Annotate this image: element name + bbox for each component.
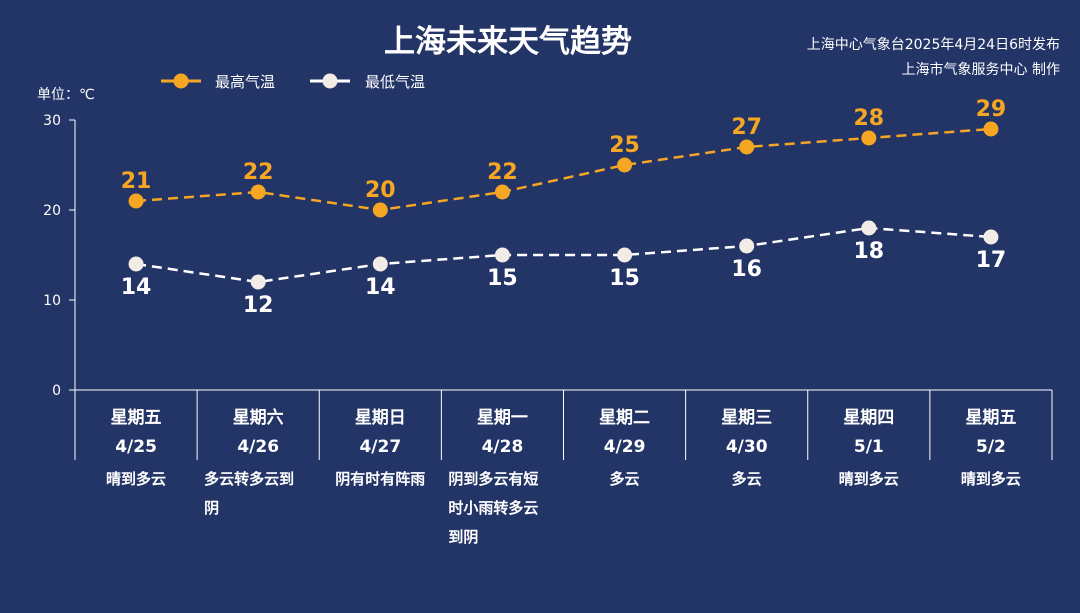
category-weather-label: 时小雨转多云 [448, 499, 538, 517]
publisher-line-1: 上海中心气象台2025年4月24日6时发布 [807, 37, 1060, 53]
chart-title: 上海未来天气趋势 [384, 24, 632, 60]
publisher-line-2: 上海市气象服务中心 制作 [902, 61, 1060, 78]
data-label-high: 21 [121, 169, 152, 194]
y-tick-label: 0 [52, 383, 61, 399]
data-label-high: 25 [609, 133, 640, 158]
legend-low-label: 最低气温 [365, 73, 425, 91]
category-weekday-label: 星期日 [355, 408, 406, 428]
series-markers [128, 121, 999, 290]
series-marker-low [861, 220, 877, 236]
series-marker-low [494, 247, 510, 263]
data-label-high: 29 [976, 97, 1007, 122]
y-tick-label: 30 [43, 113, 61, 129]
category-date-label: 4/29 [604, 437, 646, 457]
series-marker-low [128, 256, 144, 272]
data-label-low: 14 [365, 275, 396, 300]
data-label-low: 16 [731, 257, 762, 282]
y-tick-label: 20 [43, 203, 61, 219]
category-weather-label: 多云转多云到 [204, 470, 294, 488]
category-date-label: 5/1 [854, 437, 884, 457]
category-weather-label: 多云 [610, 470, 640, 488]
data-labels: 21 22 20 22 25 27 28 29 14 12 14 15 15 16 18 17 [121, 97, 1007, 318]
data-label-high: 22 [243, 160, 274, 185]
category-weather-label: 多云 [732, 470, 762, 488]
category-weather-label: 晴到多云 [961, 470, 1021, 488]
category-date-label: 5/2 [976, 437, 1006, 457]
y-tick-labels: 0 10 20 30 [43, 113, 75, 399]
series-marker-low [617, 247, 633, 263]
data-label-low: 17 [976, 248, 1007, 273]
category-weather-label: 阴到多云有短 [448, 470, 538, 488]
data-label-high: 20 [365, 178, 396, 203]
data-label-low: 12 [243, 293, 274, 318]
category-date-label: 4/30 [726, 437, 768, 457]
category-date-label: 4/26 [237, 437, 279, 457]
data-label-low: 15 [609, 266, 640, 291]
category-weekday-label: 星期五 [965, 408, 1016, 428]
category-weekday-label: 星期四 [843, 408, 894, 428]
series-marker-high [617, 157, 633, 173]
category-weekday-label: 星期一 [477, 408, 528, 428]
series-marker-high [128, 193, 144, 209]
data-label-low: 15 [487, 266, 518, 291]
legend-high-label: 最高气温 [215, 73, 275, 91]
series-marker-low [739, 238, 755, 254]
data-label-high: 27 [731, 115, 762, 140]
series-marker-high [739, 139, 755, 155]
series-marker-low [983, 229, 999, 245]
category-weather-label: 到阴 [448, 528, 478, 546]
y-tick-label: 10 [43, 293, 61, 309]
series-lines [135, 127, 992, 284]
category-weather-label: 阴有时有阵雨 [335, 470, 425, 488]
category-weekday-label: 星期五 [111, 408, 162, 428]
category-date-label: 4/28 [482, 437, 524, 457]
category-date-label: 4/25 [115, 437, 157, 457]
category-weekday-label: 星期三 [721, 408, 772, 428]
category-weekday-label: 星期六 [233, 407, 284, 428]
category-weather-label: 晴到多云 [839, 470, 899, 488]
data-label-high: 28 [854, 106, 885, 131]
data-label-high: 22 [487, 160, 518, 185]
series-marker-high [983, 121, 999, 137]
series-line-low [135, 226, 992, 284]
data-label-low: 18 [854, 239, 885, 264]
series-marker-low [250, 274, 266, 290]
category-weekday-label: 星期二 [599, 408, 650, 428]
legend: 最高气温 最低气温 [161, 73, 425, 91]
category-weather-label: 阴 [204, 499, 219, 517]
legend-item-high: 最高气温 [161, 73, 275, 91]
y-axis-unit-label: 单位：℃ [37, 87, 95, 103]
legend-item-low: 最低气温 [310, 73, 425, 91]
category-dividers [196, 390, 1053, 460]
series-marker-high [494, 184, 510, 200]
data-label-low: 14 [121, 275, 152, 300]
legend-low-marker [322, 73, 338, 89]
series-marker-high [372, 202, 388, 218]
series-marker-high [861, 130, 877, 146]
series-marker-high [250, 184, 266, 200]
legend-high-marker [173, 73, 189, 89]
series-marker-low [372, 256, 388, 272]
category-date-label: 4/27 [359, 437, 401, 457]
category-weather-label: 晴到多云 [106, 470, 166, 488]
